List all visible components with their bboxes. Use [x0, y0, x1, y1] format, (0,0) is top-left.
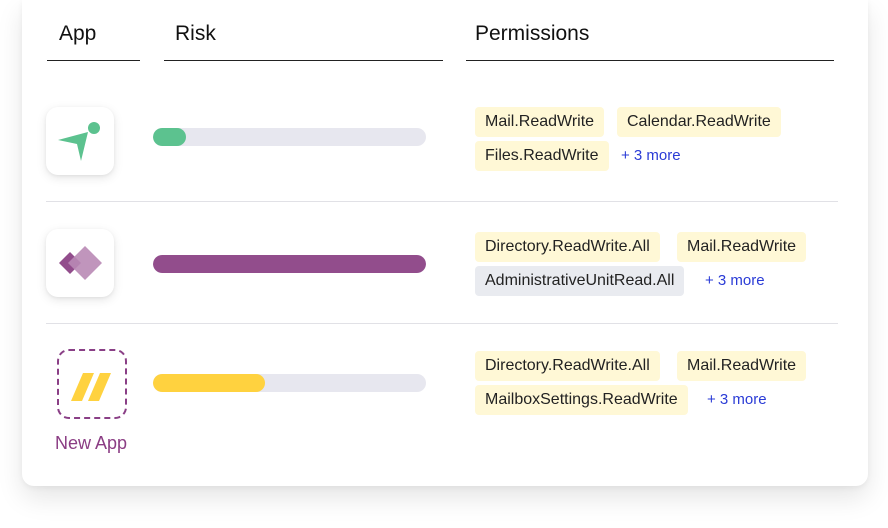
risk-bar-1 — [153, 128, 426, 146]
more-permissions-link[interactable]: + 3 more — [707, 391, 767, 408]
header-risk-underline — [164, 60, 443, 61]
risk-bar-fill — [153, 255, 426, 273]
new-app-label: New App — [55, 433, 128, 453]
header-app-underline — [47, 60, 140, 61]
risk-bar-2 — [153, 255, 426, 273]
header-permissions-underline — [466, 60, 834, 61]
header-risk: Risk — [175, 22, 216, 45]
permission-chip: Mail.ReadWrite — [677, 232, 807, 262]
permission-chip: Calendar.ReadWrite — [617, 107, 781, 137]
risk-bar-fill — [153, 128, 186, 146]
app-tile-3[interactable] — [57, 349, 127, 419]
permission-chip: Mail.ReadWrite — [677, 351, 807, 381]
app-tile-1[interactable] — [46, 107, 114, 175]
row-divider — [46, 323, 838, 324]
permission-chip: MailboxSettings.ReadWrite — [475, 385, 688, 415]
risk-bar-3 — [153, 374, 426, 392]
permission-chip: AdministrativeUnitRead.All — [475, 266, 685, 296]
header-app: App — [59, 22, 97, 45]
permission-chip: Mail.ReadWrite — [475, 107, 605, 137]
more-permissions-link[interactable]: + 3 more — [621, 147, 681, 164]
more-permissions-link[interactable]: + 3 more — [705, 272, 765, 289]
permission-chip: Directory.ReadWrite.All — [475, 232, 660, 262]
row-divider — [46, 201, 838, 202]
yellow-stripes-icon — [71, 373, 111, 401]
send-arrow-icon — [58, 122, 100, 161]
permission-chip: Directory.ReadWrite.All — [475, 351, 660, 381]
app-tile-2[interactable] — [46, 229, 114, 297]
header-permissions: Permissions — [475, 22, 590, 45]
purple-diamonds-icon — [59, 246, 102, 280]
risk-bar-fill — [153, 374, 265, 392]
permission-chip: Files.ReadWrite — [475, 141, 609, 171]
